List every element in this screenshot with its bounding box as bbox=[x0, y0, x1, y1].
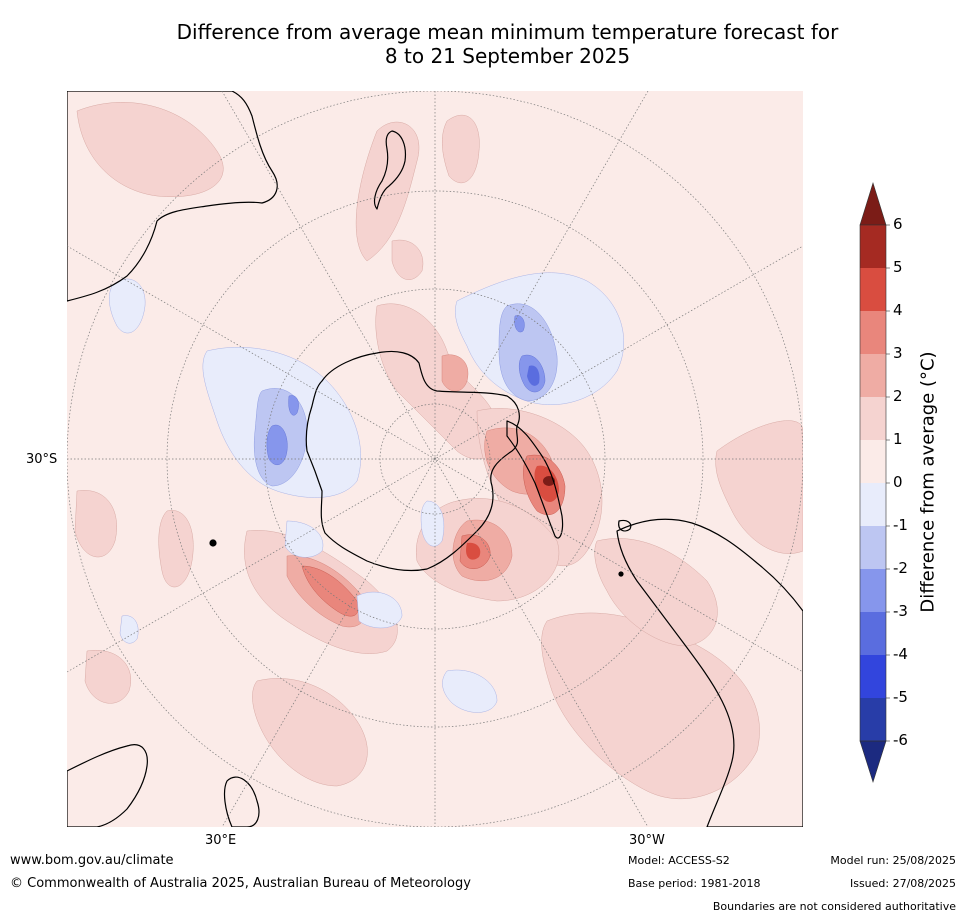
footer-website: www.bom.gov.au/climate bbox=[10, 853, 174, 868]
footer-issued: Issued: 27/08/2025 bbox=[849, 877, 956, 890]
africa-outline bbox=[67, 744, 148, 827]
colorbar bbox=[859, 181, 890, 783]
colorbar-tick-m4: -4 bbox=[893, 645, 908, 663]
australia-outline bbox=[67, 91, 278, 302]
label-30s: 30°S bbox=[26, 452, 58, 467]
colorbar-tick-2: 2 bbox=[893, 387, 903, 405]
island-kerguelen bbox=[209, 539, 217, 547]
colorbar-tick-4: 4 bbox=[893, 301, 903, 319]
temperature-anomaly-map bbox=[67, 91, 803, 827]
footer-base-period: Base period: 1981-2018 bbox=[628, 877, 761, 890]
colorbar-band-1-2 bbox=[860, 397, 886, 440]
label-30e: 30°E bbox=[205, 833, 237, 848]
footer-model-run: Model run: 25/08/2025 bbox=[830, 854, 956, 867]
colorbar-band-2-3 bbox=[860, 354, 886, 397]
colorbar-band-m2-m1 bbox=[860, 526, 886, 569]
colorbar-extend-top bbox=[859, 181, 887, 226]
south-america-outline bbox=[616, 518, 803, 827]
land-outlines bbox=[67, 91, 803, 827]
colorbar-band-m5-m4 bbox=[860, 655, 886, 698]
warm-anomaly-layer-5 bbox=[543, 476, 555, 486]
colorbar-band-m6-m5 bbox=[860, 698, 886, 741]
footer-model: Model: ACCESS-S2 bbox=[628, 854, 730, 867]
colorbar-tick-1: 1 bbox=[893, 430, 903, 448]
map-canvas bbox=[67, 91, 803, 827]
colorbar-extend-bottom bbox=[859, 740, 887, 783]
madagascar-outline bbox=[223, 776, 260, 827]
footer-disclaimer: Boundaries are not considered authoritat… bbox=[712, 900, 956, 913]
colorbar-band-0-1 bbox=[860, 440, 886, 483]
warm-anomaly-layer bbox=[74, 102, 803, 800]
colorbar-tick-m2: -2 bbox=[893, 559, 908, 577]
colorbar-tick-3: 3 bbox=[893, 344, 903, 362]
colorbar-tick-m3: -3 bbox=[893, 602, 908, 620]
antarctic-peninsula-outline bbox=[506, 420, 564, 539]
antarctica-outline bbox=[305, 350, 520, 572]
colorbar-tick-6: 6 bbox=[893, 215, 903, 233]
colorbar-tick-5: 5 bbox=[893, 258, 903, 276]
colorbar-tick-m1: -1 bbox=[893, 516, 908, 534]
colorbar-band-m4-m3 bbox=[860, 612, 886, 655]
colorbar-band-4-5 bbox=[860, 268, 886, 311]
label-30w: 30°W bbox=[629, 833, 665, 848]
colorbar-tick-m5: -5 bbox=[893, 688, 908, 706]
island-south-georgia bbox=[618, 571, 624, 577]
colorbar-tick-0: 0 bbox=[893, 473, 903, 491]
colorbar-band-5-6 bbox=[860, 225, 886, 268]
colorbar-title: Difference from average (°C) bbox=[917, 351, 939, 613]
colorbar-band-3-4 bbox=[860, 311, 886, 354]
map-title-line-1: Difference from average mean minimum tem… bbox=[176, 20, 839, 44]
graticule bbox=[67, 91, 803, 827]
colorbar-band-m3-m2 bbox=[860, 569, 886, 612]
falklands-outline bbox=[618, 519, 632, 532]
map-title: Difference from average mean minimum tem… bbox=[100, 20, 915, 68]
footer-copyright: © Commonwealth of Australia 2025, Austra… bbox=[10, 876, 471, 891]
cool-anomaly-layer-4 bbox=[527, 365, 540, 386]
colorbar-band-m1-0 bbox=[860, 483, 886, 526]
colorbar-tick-m6: -6 bbox=[893, 731, 908, 749]
map-title-line-2: 8 to 21 September 2025 bbox=[384, 44, 631, 68]
new-zealand-outline bbox=[373, 130, 407, 210]
